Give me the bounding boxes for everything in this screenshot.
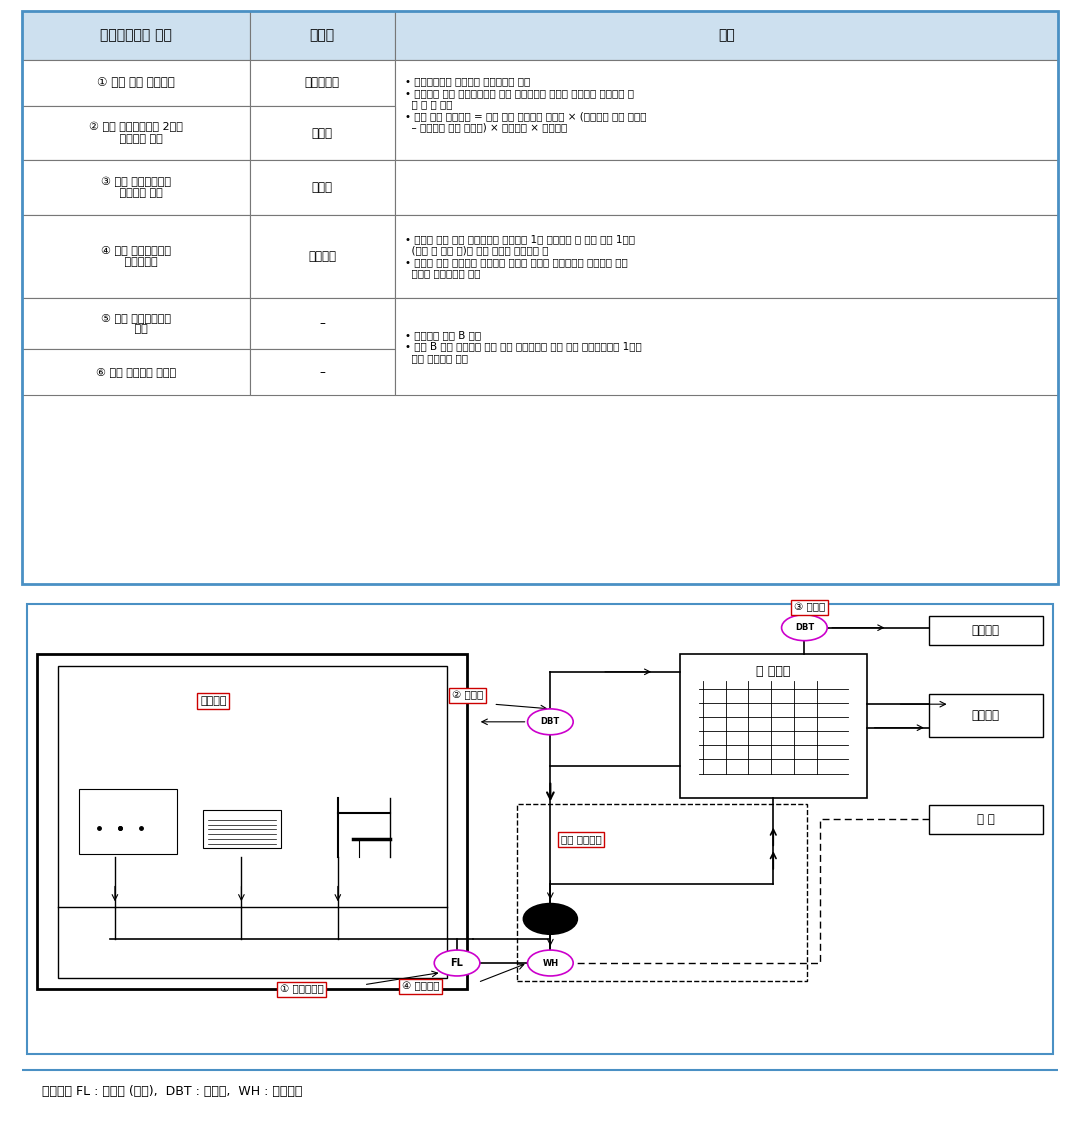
FancyBboxPatch shape [395,11,1058,60]
Text: –: – [320,365,325,379]
Text: 온수유량계: 온수유량계 [305,76,340,90]
Text: 온도계: 온도계 [312,127,333,139]
Bar [517,804,808,981]
FancyBboxPatch shape [395,160,1058,214]
Text: 전력량계: 전력량계 [308,249,336,263]
Circle shape [527,709,573,735]
Text: 급탕공급: 급탕공급 [200,696,227,706]
Text: DBT: DBT [541,718,561,726]
Text: FL: FL [450,958,463,968]
FancyBboxPatch shape [249,105,395,160]
Text: • 계측원칙 부록 B 참조
• 부록 B 기준 적용하여 세대 급탕 온수열량에 따른 단지 급탕열교환기 1차측
  급탕 투입열량 산출: • 계측원칙 부록 B 참조 • 부록 B 기준 적용하여 세대 급탕 온수열량… [405,330,642,363]
Circle shape [527,950,573,976]
Circle shape [434,950,480,976]
Text: 급탕 순환펌프: 급탕 순환펌프 [562,835,602,845]
Bar [79,789,177,854]
FancyBboxPatch shape [395,60,1058,160]
Text: 에너지사용량 구분: 에너지사용량 구분 [99,28,172,43]
Text: 열 교환기: 열 교환기 [756,666,791,678]
Polygon shape [534,909,567,929]
Text: ④ 전력량계: ④ 전력량계 [402,982,440,991]
FancyBboxPatch shape [22,297,249,349]
Text: 전 력: 전 력 [977,813,995,826]
Circle shape [782,615,827,641]
Text: ③ 단지 급탕열교환기
   보급시수 온도: ③ 단지 급탕열교환기 보급시수 온도 [100,177,171,198]
Bar [680,654,866,798]
FancyBboxPatch shape [249,160,395,214]
Text: ⑥ 단지 급탕배관 열손실: ⑥ 단지 급탕배관 열손실 [96,367,176,378]
Text: ② 온도계: ② 온도계 [451,691,483,701]
FancyBboxPatch shape [22,160,249,214]
Text: 계측기: 계측기 [310,28,335,43]
Bar [929,616,1043,645]
FancyBboxPatch shape [395,297,1058,395]
Text: ④ 단지 급탕순환펌프
   전력사용량: ④ 단지 급탕순환펌프 전력사용량 [100,245,171,266]
FancyBboxPatch shape [22,349,249,395]
Bar [929,694,1043,737]
Text: –: – [320,316,325,330]
FancyBboxPatch shape [249,60,395,105]
Bar [58,666,447,978]
Bar [203,810,281,848]
Text: DBT: DBT [795,624,814,632]
Text: 지역난방: 지역난방 [972,709,1000,722]
Bar [929,805,1043,833]
FancyBboxPatch shape [395,214,1058,297]
Text: • 중간층 등의 대표 계측세대를 포함하는 1개 급탕순환 존 담당 펌프 1세트
  (메인 및 예비 등)에 대한 계측을 원칙으로 함
• 계측값 합을: • 중간층 등의 대표 계측세대를 포함하는 1개 급탕순환 존 담당 펌프 1… [405,234,635,279]
Text: • 온수유량계는 세대입구 급탕배관에 설치
• 온도계는 단지 급탕열교환기 해당 금속배관의 단열재 제거하고 외표면에 설
  치 후 재 단열
• 세대: • 온수유량계는 세대입구 급탕배관에 설치 • 온도계는 단지 급탕열교환기 … [405,76,647,133]
FancyBboxPatch shape [249,349,395,395]
Text: ② 단지 급탕열교환기 2차측
   공급온수 온도: ② 단지 급탕열교환기 2차측 공급온수 온도 [89,122,183,144]
Text: 비고: 비고 [718,28,735,43]
Text: ① 온수유량계: ① 온수유량계 [280,984,323,995]
FancyBboxPatch shape [22,105,249,160]
FancyBboxPatch shape [249,214,395,297]
Bar [37,654,468,990]
FancyBboxPatch shape [22,214,249,297]
Text: 상수공급: 상수공급 [972,624,1000,637]
FancyBboxPatch shape [22,60,249,105]
Text: 온도계: 온도계 [312,181,333,194]
Text: ③ 온도계: ③ 온도계 [794,602,825,612]
FancyBboxPatch shape [249,297,395,349]
Text: 〈범례〉 FL : 유량계 (온수),  DBT : 온도계,  WH : 전력량계: 〈범례〉 FL : 유량계 (온수), DBT : 온도계, WH : 전력량계 [42,1085,302,1098]
Text: WH: WH [542,958,558,967]
Text: ① 세대 급탕 온수유량: ① 세대 급탕 온수유량 [97,76,175,90]
Circle shape [524,904,578,934]
FancyBboxPatch shape [249,11,395,60]
FancyBboxPatch shape [22,11,249,60]
Text: ⑤ 단지 급탕열교환기
   효율: ⑤ 단지 급탕열교환기 효율 [100,313,171,335]
